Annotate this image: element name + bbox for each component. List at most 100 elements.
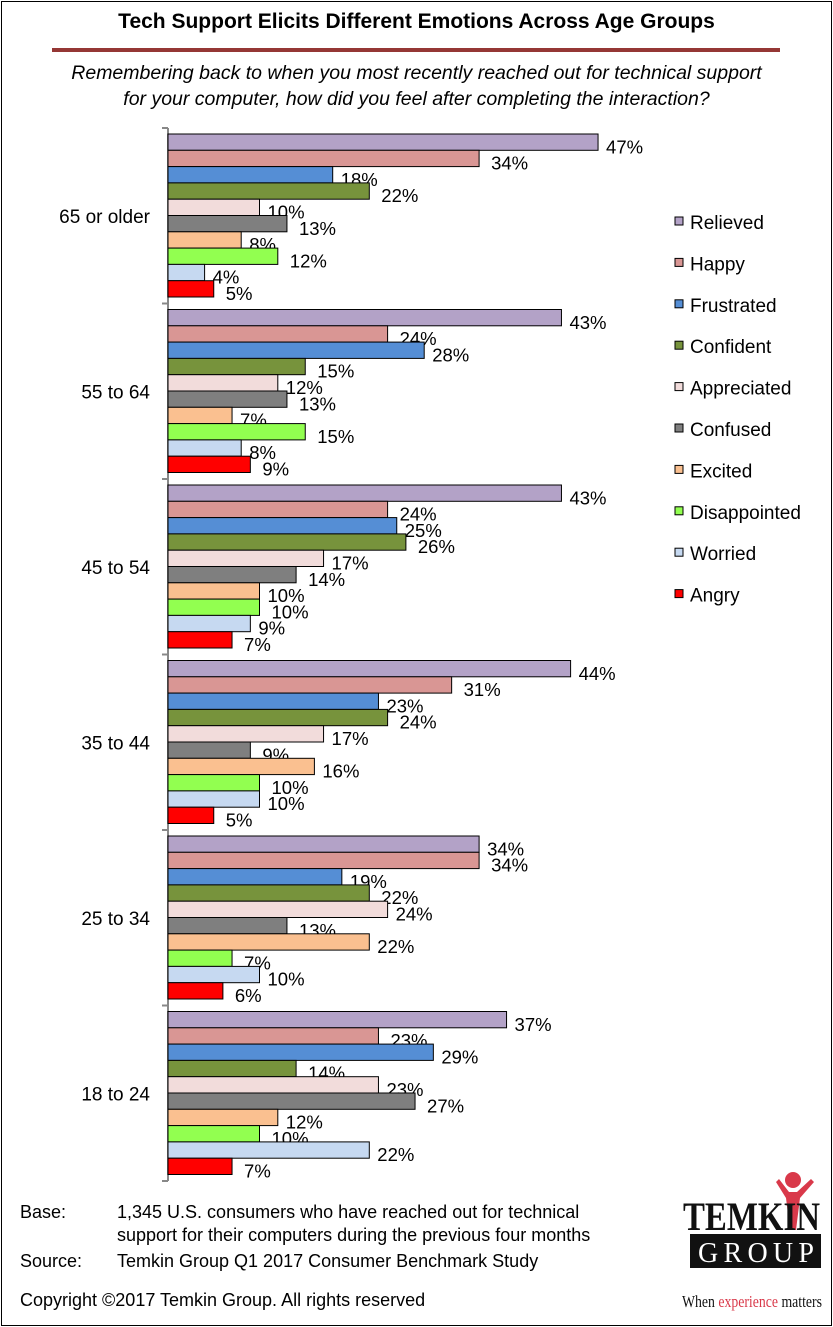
bar-confused-25-to-34 <box>167 917 288 935</box>
data-label: 13% <box>299 393 336 414</box>
data-label: 26% <box>418 536 455 557</box>
bar-happy-18-to-24 <box>167 1027 379 1045</box>
legend-swatch <box>674 299 684 309</box>
bar-relieved-45-to-54 <box>167 484 562 502</box>
data-label: 27% <box>427 1095 464 1116</box>
bar-appreciated-25-to-34 <box>167 900 389 919</box>
data-label: 44% <box>579 663 616 684</box>
base-line-2: support for their computers during the p… <box>117 1225 591 1245</box>
bar-confused-35-to-44 <box>167 741 251 759</box>
legend-entry: Confused <box>690 420 771 441</box>
bar-relieved-65-or-older <box>167 133 599 151</box>
bar-confident-65-or-older <box>167 182 370 200</box>
data-label: 5% <box>226 810 253 831</box>
data-label: 22% <box>377 936 414 957</box>
bar-disappointed-45-to-54 <box>167 598 260 616</box>
legend-entry: Happy <box>690 254 745 275</box>
chart-title: Tech Support Elicits Different Emotions … <box>118 10 715 33</box>
base-label: Base: <box>20 1202 67 1222</box>
bar-appreciated-55-to-64 <box>167 374 279 392</box>
data-label: 24% <box>400 504 437 525</box>
data-label: 22% <box>381 185 418 206</box>
data-label: 17% <box>332 728 369 749</box>
bar-appreciated-45-to-54 <box>167 549 325 568</box>
bar-disappointed-25-to-34 <box>167 949 233 967</box>
bar-relieved-55-to-64 <box>167 309 562 327</box>
data-label: 10% <box>268 793 305 814</box>
data-label: 16% <box>322 761 359 782</box>
legend-entry: Appreciated <box>690 379 791 400</box>
bar-worried-45-to-54 <box>167 614 251 633</box>
bar-confident-18-to-24 <box>167 1059 297 1078</box>
bar-angry-55-to-64 <box>167 455 251 474</box>
bar-relieved-25-to-34 <box>167 835 480 853</box>
legend-entry: Angry <box>690 586 740 607</box>
svg-text:G R O U P: G R O U P <box>698 1238 814 1269</box>
base-text: 1,345 U.S. consumers who have reached ou… <box>117 1201 590 1247</box>
data-label: 7% <box>244 634 271 655</box>
bar-worried-55-to-64 <box>167 439 242 457</box>
data-label: 8% <box>249 442 276 463</box>
data-label: 12% <box>286 377 323 398</box>
bar-frustrated-65-or-older <box>167 166 334 184</box>
data-label: 15% <box>317 426 354 447</box>
category-label: 65 or older <box>59 207 151 228</box>
data-label: 34% <box>491 855 528 876</box>
category-label: 25 to 34 <box>81 909 150 930</box>
bar-disappointed-18-to-24 <box>167 1125 260 1143</box>
bar-happy-45-to-54 <box>167 500 389 519</box>
bar-worried-25-to-34 <box>167 965 260 984</box>
bar-confident-55-to-64 <box>167 357 306 376</box>
data-label: 15% <box>317 361 354 382</box>
data-label: 12% <box>286 1112 323 1133</box>
legend-swatch <box>674 257 684 267</box>
bar-confused-65-or-older <box>167 215 288 233</box>
category-label: 55 to 64 <box>81 382 150 403</box>
data-label: 24% <box>400 712 437 733</box>
legend-entry: Worried <box>690 544 756 565</box>
subtitle-line-2: for your computer, how did you feel afte… <box>123 88 710 110</box>
data-label: 47% <box>606 136 643 157</box>
legend-swatch <box>674 506 684 516</box>
base-line-1: 1,345 U.S. consumers who have reached ou… <box>117 1202 580 1222</box>
legend-entry: Confident <box>690 337 772 358</box>
bar-relieved-18-to-24 <box>167 1011 508 1029</box>
category-label: 45 to 54 <box>81 558 150 579</box>
data-label: 14% <box>308 569 345 590</box>
bar-frustrated-18-to-24 <box>167 1043 434 1061</box>
bar-confident-45-to-54 <box>167 533 407 551</box>
legend-swatch <box>674 547 684 557</box>
data-label: 7% <box>244 1161 271 1182</box>
data-label: 6% <box>235 985 262 1006</box>
bar-excited-35-to-44 <box>167 757 315 776</box>
legend-entry: Relieved <box>690 213 764 234</box>
bar-appreciated-65-or-older <box>167 198 260 216</box>
temkin-group-logo: TEMKIN G R O U P When experience matters <box>680 1168 825 1318</box>
data-label: 9% <box>258 618 285 639</box>
source-text: Temkin Group Q1 2017 Consumer Benchmark … <box>117 1251 539 1271</box>
bar-happy-35-to-44 <box>167 676 453 694</box>
logo-graphic: TEMKIN G R O U P When experience matters <box>682 1172 822 1311</box>
bar-worried-18-to-24 <box>167 1141 370 1159</box>
bar-confident-25-to-34 <box>167 884 370 902</box>
data-label: 28% <box>432 344 469 365</box>
bar-angry-65-or-older <box>167 280 215 298</box>
bar-angry-25-to-34 <box>167 982 224 1000</box>
data-label: 37% <box>515 1014 552 1035</box>
bar-excited-55-to-64 <box>167 406 233 425</box>
bar-excited-45-to-54 <box>167 582 260 600</box>
category-label: 35 to 44 <box>81 733 150 754</box>
bar-confused-45-to-54 <box>167 566 297 584</box>
title-divider <box>52 48 780 52</box>
bar-happy-55-to-64 <box>167 325 389 343</box>
legend-swatch <box>674 464 684 474</box>
svg-text:When experience matters: When experience matters <box>682 1292 822 1311</box>
bar-confused-18-to-24 <box>167 1092 416 1110</box>
bar-happy-65-or-older <box>167 149 480 168</box>
data-label: 12% <box>290 250 327 271</box>
data-label: 10% <box>272 601 309 622</box>
data-label: 10% <box>272 777 309 798</box>
bar-excited-25-to-34 <box>167 933 370 951</box>
